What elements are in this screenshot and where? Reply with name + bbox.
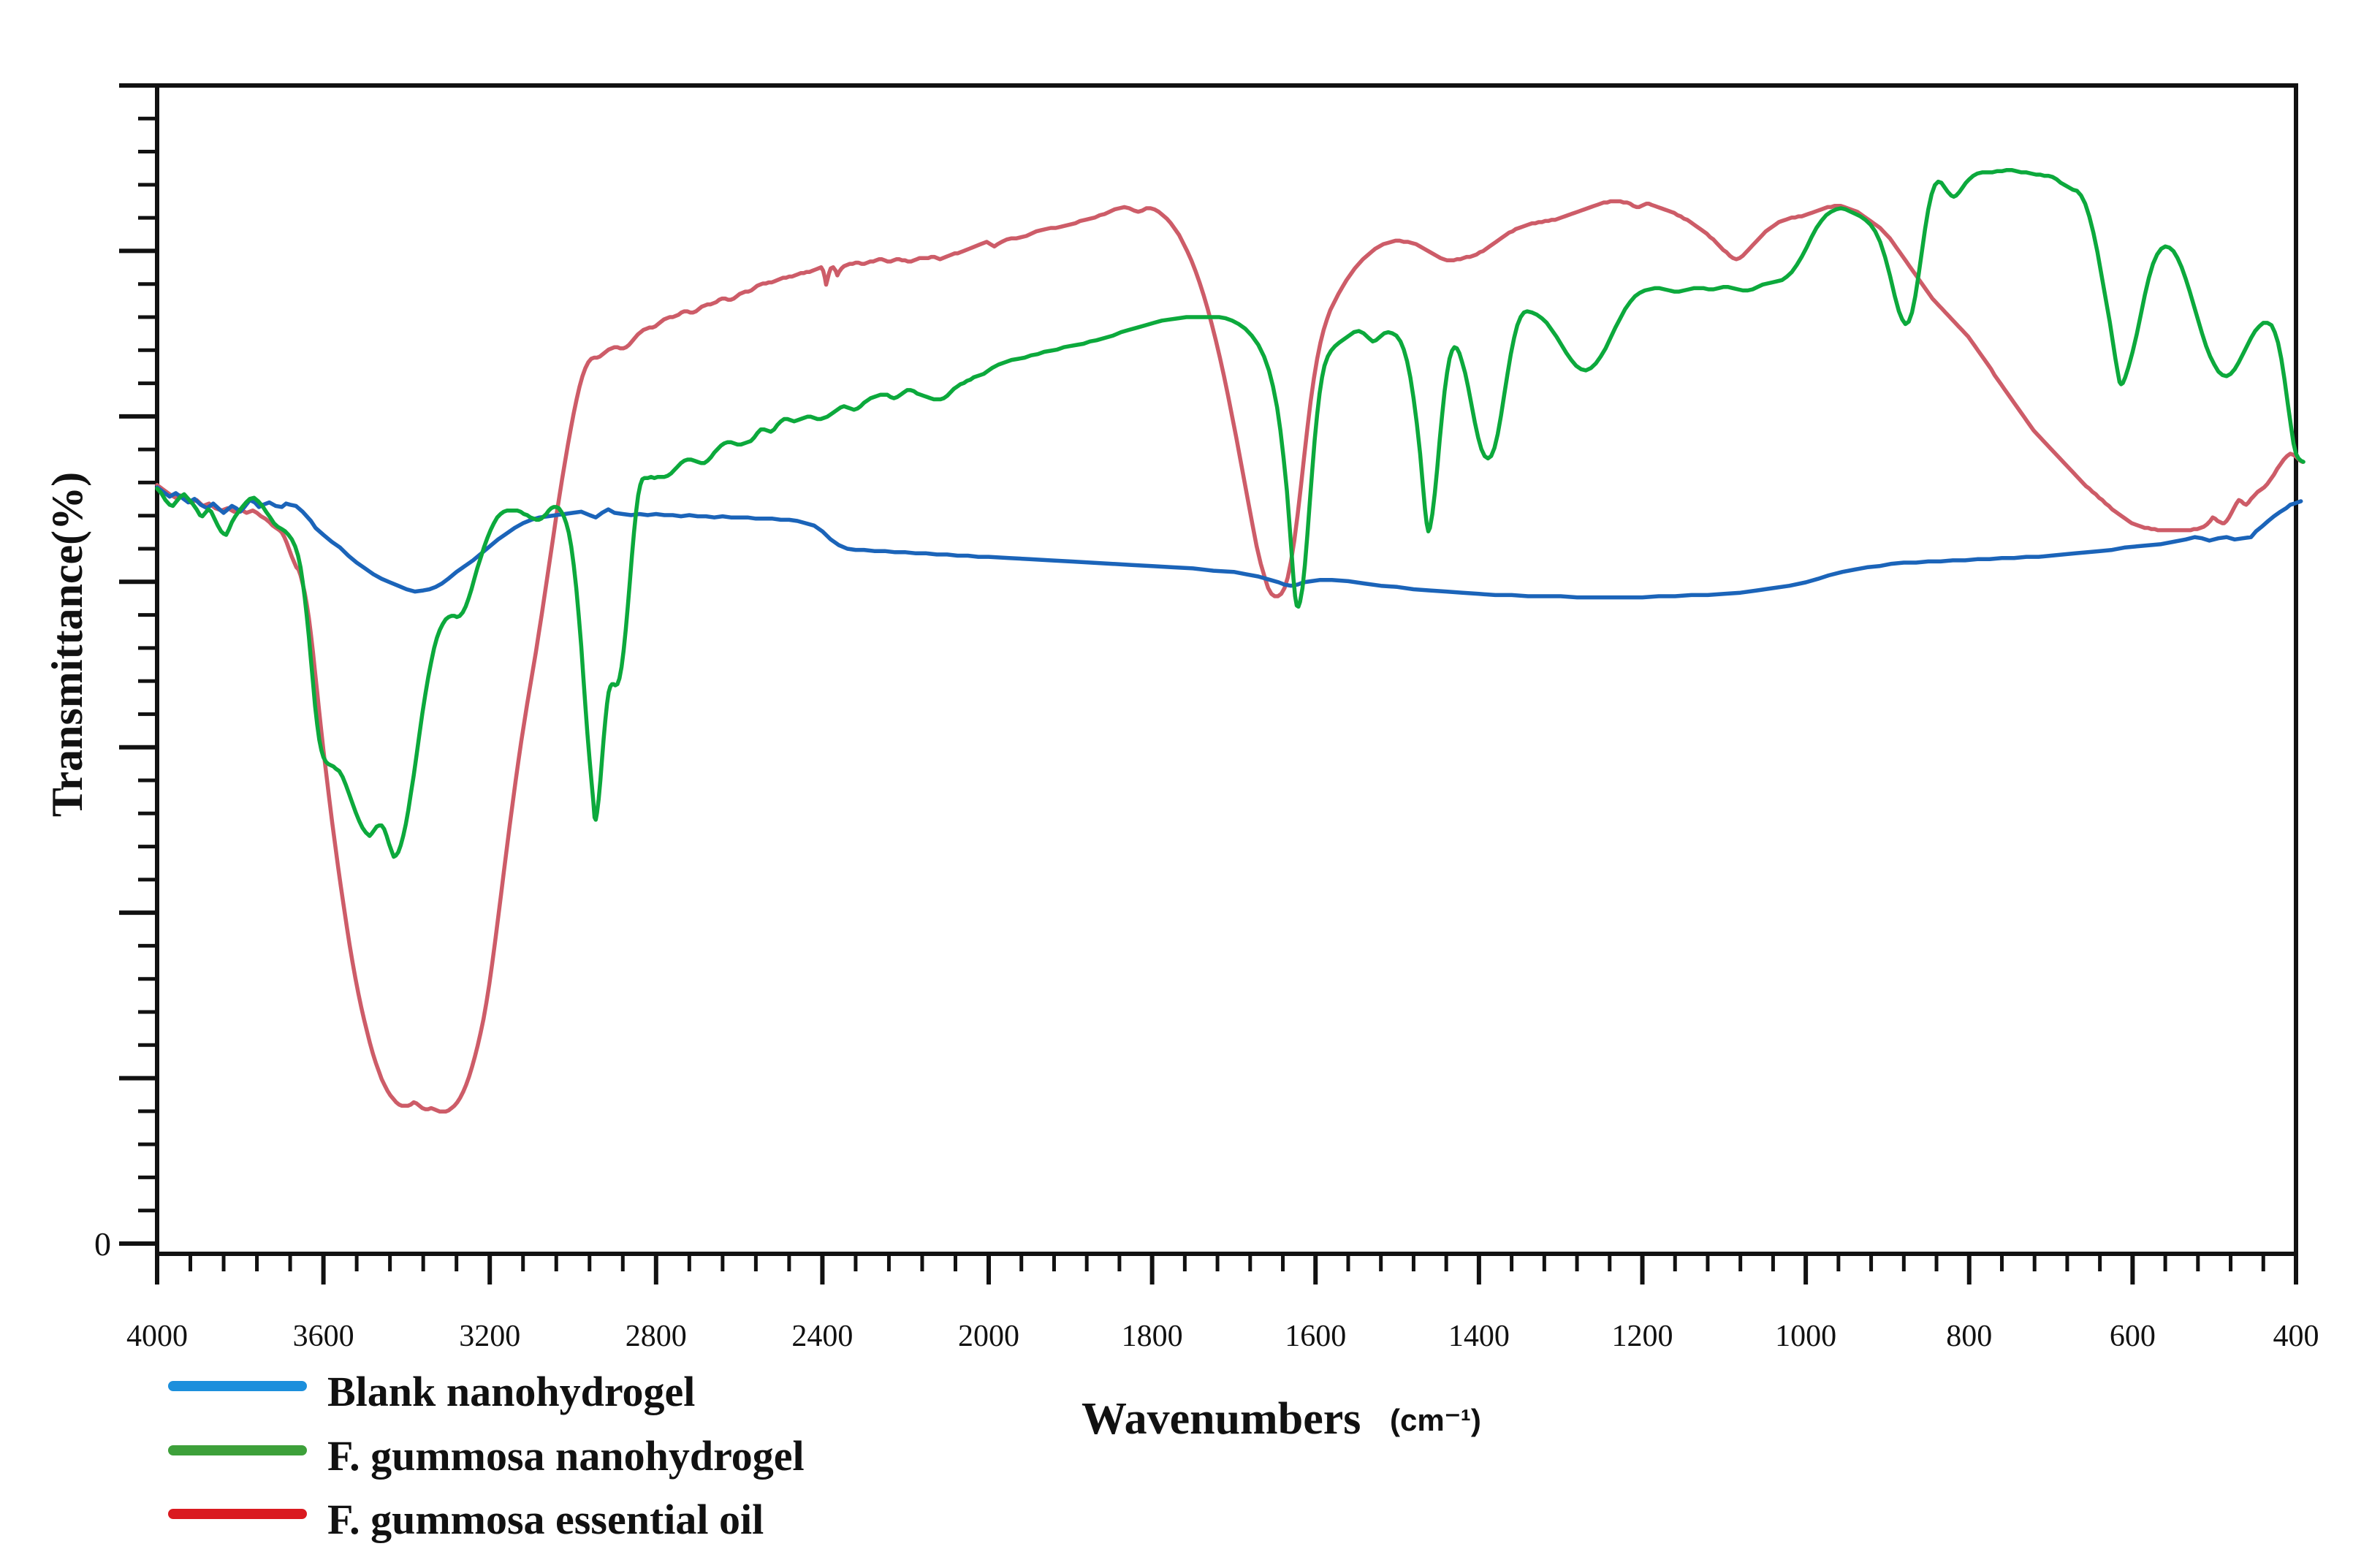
legend-item: F. gummosa nanohydrogel: [168, 1432, 805, 1480]
x-tick-label: 400: [2273, 1320, 2319, 1353]
curve-blank-nanohydrogel: [155, 485, 2303, 600]
x-axis-unit: (cm⁻¹): [1390, 1403, 1481, 1437]
x-tick-label: 4000: [126, 1320, 188, 1353]
spectra-curves: [155, 167, 2306, 1114]
legend-label: Blank nanohydrogel: [327, 1368, 695, 1415]
x-tick-label: 1600: [1285, 1320, 1346, 1353]
x-tick-label: 1000: [1775, 1320, 1836, 1353]
x-tick-label: 2400: [791, 1320, 853, 1353]
x-tick-label: 1200: [1612, 1320, 1673, 1353]
x-tick-label: 800: [1946, 1320, 1992, 1353]
x-tick-label: 1400: [1448, 1320, 1510, 1353]
x-tick-label: 3600: [293, 1320, 354, 1353]
y-axis-zero-tick-label: 0: [94, 1225, 111, 1263]
x-tick-label: 3200: [459, 1320, 520, 1353]
plot-frame: [155, 83, 2298, 1256]
legend-item: F. gummosa essential oil: [168, 1496, 764, 1543]
legend-label: F. gummosa essential oil: [327, 1496, 764, 1543]
legend: Blank nanohydrogel F. gummosa nanohydroge…: [168, 1368, 805, 1543]
x-axis-ticks: [155, 1254, 2298, 1285]
x-tick-label: 2800: [626, 1320, 687, 1353]
x-axis-title: Wavenumbers: [1082, 1394, 1361, 1444]
legend-label: F. gummosa nanohydrogel: [327, 1432, 805, 1480]
y-axis-ticks: [119, 83, 157, 1246]
axes-frame: [155, 83, 2298, 1256]
y-axis-title: Transmittance(%): [43, 472, 91, 817]
x-tick-label: 600: [2110, 1320, 2156, 1353]
curve-f-gummosa-essential-oil: [155, 199, 2305, 1114]
legend-item: Blank nanohydrogel: [168, 1368, 695, 1415]
curve-f-gummosa-nanohydrogel: [155, 167, 2306, 859]
x-tick-label: 1800: [1122, 1320, 1183, 1353]
x-tick-label: 2000: [958, 1320, 1019, 1353]
x-axis-tick-labels: 4000 3600 3200 2800 2400 2000 1800 1600 1400 1200…: [126, 1320, 2319, 1353]
